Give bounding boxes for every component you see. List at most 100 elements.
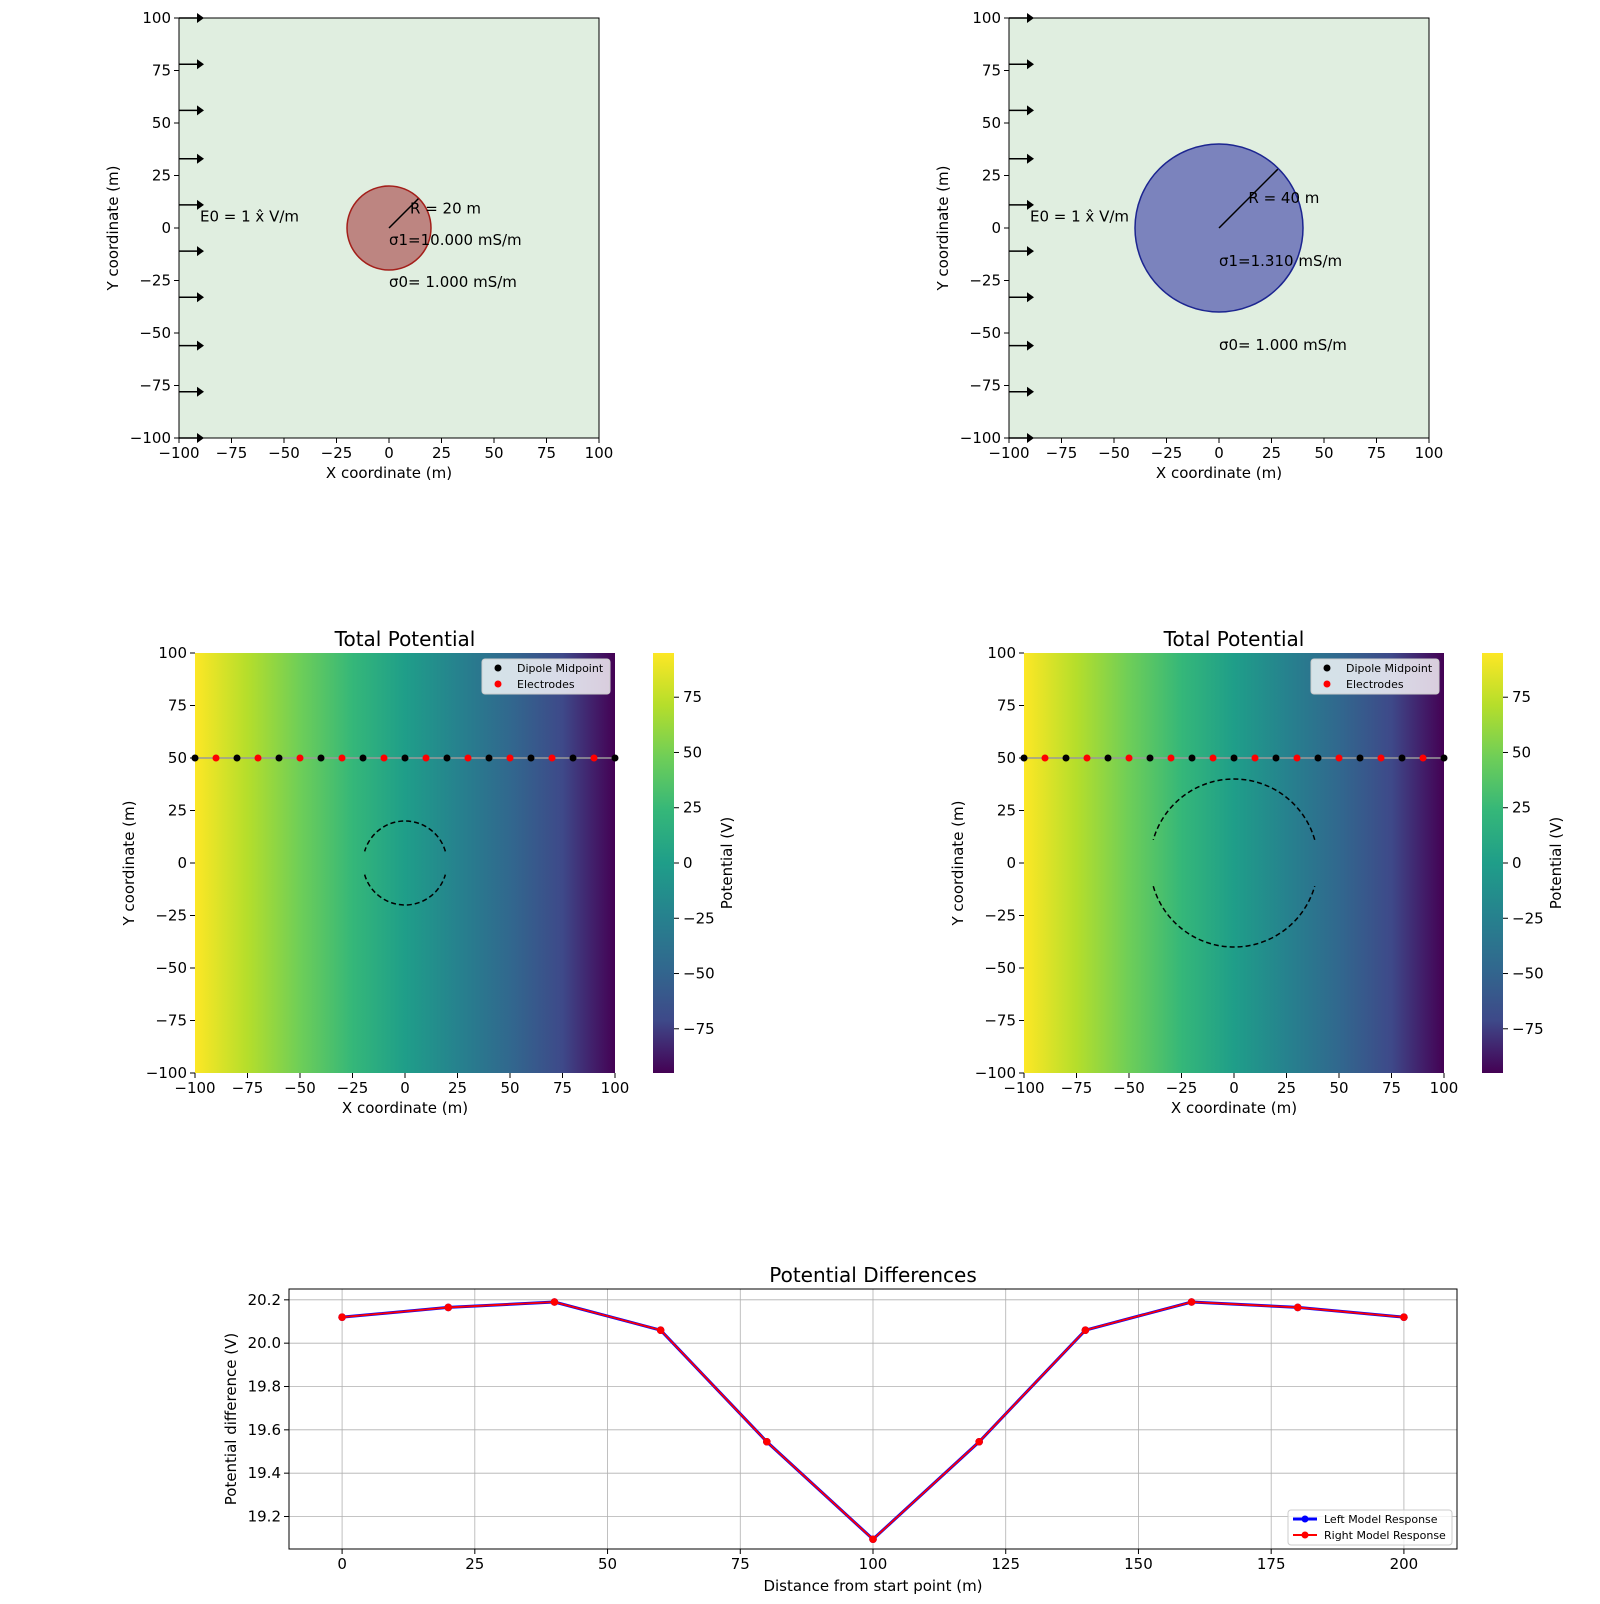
right-potential-colorbar-ticks: 75 50 25 0 −25 −50 −75 — [1503, 688, 1544, 1038]
field-arrow-head — [197, 292, 204, 303]
right-response-point — [550, 1298, 559, 1306]
x-tick-label: −100 — [158, 444, 199, 462]
left-potential-legend: Dipole Midpoint Electrodes — [481, 658, 611, 695]
x-tick-label: −75 — [1046, 444, 1078, 462]
right-potential-heatmap — [1024, 653, 1444, 1073]
x-tick-label: −50 — [284, 1079, 316, 1097]
right-model-x-ticks: −100 −75 −50 −25 0 25 50 75 100 — [988, 438, 1443, 462]
dipole-midpoint — [443, 754, 451, 762]
colorbar-tick-label: 50 — [1512, 743, 1531, 761]
y-tick-label: −50 — [984, 959, 1016, 977]
left-potential-colorbar — [653, 653, 674, 1073]
dipole-midpoint — [1314, 754, 1322, 762]
right-response-point — [656, 1326, 665, 1334]
electrode — [1041, 754, 1049, 762]
left-model-x-label: X coordinate (m) — [326, 464, 452, 482]
colorbar-tick-label: 25 — [683, 799, 702, 817]
x-tick-label: −50 — [1098, 444, 1130, 462]
field-arrow-head — [197, 199, 204, 210]
right-potential-x-ticks: −100 −75 −50 −25 0 25 50 75 100 — [1003, 1073, 1458, 1097]
x-tick-label: 25 — [448, 1079, 467, 1097]
left-potential-x-label: X coordinate (m) — [342, 1099, 468, 1117]
x-tick-label: −100 — [988, 444, 1029, 462]
right-model-sigma1-annotation: σ1=1.310 mS/m — [1219, 252, 1342, 270]
dipole-midpoint — [527, 754, 535, 762]
legend-right-label: Right Model Response — [1324, 1529, 1446, 1542]
y-tick-label: 75 — [168, 697, 187, 715]
x-tick-label: 75 — [553, 1079, 572, 1097]
electrode — [590, 754, 598, 762]
y-tick-label: 100 — [987, 644, 1016, 662]
electrode — [254, 754, 262, 762]
left-potential-title: Total Potential — [334, 627, 476, 651]
x-tick-label: −75 — [232, 1079, 264, 1097]
electrode — [380, 754, 388, 762]
left-potential-x-ticks: −100 −75 −50 −25 0 25 50 75 100 — [174, 1073, 629, 1097]
radius-line — [1218, 168, 1279, 229]
potential-differences-x-ticks: 0 25 50 75 100 125 150 175 200 — [337, 1549, 1418, 1573]
y-tick-label: 0 — [991, 219, 1001, 237]
x-tick-label: 0 — [1214, 444, 1224, 462]
y-tick-label: 25 — [997, 802, 1016, 820]
x-tick-label: −75 — [1061, 1079, 1093, 1097]
x-tick-label: 50 — [598, 1555, 617, 1573]
electrode — [1335, 754, 1343, 762]
right-model-sigma0-annotation: σ0= 1.000 mS/m — [1219, 336, 1347, 354]
right-response-point — [975, 1437, 983, 1446]
field-arrow-head — [197, 340, 204, 351]
right-response-point — [869, 1535, 877, 1544]
y-tick-label: 20.2 — [248, 1291, 281, 1309]
radius-line — [388, 198, 419, 229]
x-tick-label: 100 — [1415, 444, 1444, 462]
colorbar-tick-label: −75 — [683, 1020, 715, 1038]
potential-differences-marks — [338, 1298, 1408, 1544]
colorbar-tick-label: 0 — [1512, 854, 1522, 872]
x-tick-label: 25 — [432, 444, 451, 462]
left-model-field-annotation: E0 = 1 x̂ V/m — [200, 208, 299, 226]
right-model-y-label: Y coordinate (m) — [934, 165, 952, 291]
right-potential-marks — [1020, 754, 1448, 948]
y-tick-label: 25 — [168, 802, 187, 820]
colorbar-tick-label: 0 — [683, 854, 693, 872]
colorbar-tick-label: −50 — [683, 965, 715, 983]
dipole-midpoint — [1356, 754, 1364, 762]
legend-left-marker — [1301, 1515, 1309, 1523]
x-tick-label: 100 — [601, 1079, 630, 1097]
x-tick-label: −100 — [1003, 1079, 1044, 1097]
right-model-y-ticks: −100 −75 −50 −25 0 25 50 75 100 — [960, 9, 1009, 447]
y-tick-label: 19.8 — [248, 1378, 281, 1396]
electrode — [1251, 754, 1259, 762]
dipole-midpoint — [1230, 754, 1238, 762]
y-tick-label: 0 — [1006, 854, 1016, 872]
right-response-point — [763, 1437, 771, 1446]
field-arrow-head — [1027, 153, 1034, 164]
colorbar-tick-label: 50 — [683, 743, 702, 761]
right-response-point — [338, 1313, 346, 1321]
legend-box — [481, 658, 611, 695]
left-potential-heatmap — [195, 653, 615, 1073]
right-model-field-annotation: E0 = 1 x̂ V/m — [1030, 208, 1129, 226]
electrode — [548, 754, 556, 762]
electrode — [422, 754, 430, 762]
dipole-midpoint — [1062, 754, 1070, 762]
x-tick-label: 0 — [337, 1555, 347, 1573]
electrode — [506, 754, 514, 762]
y-tick-label: −25 — [155, 907, 187, 925]
dipole-midpoint — [569, 754, 577, 762]
x-tick-label: 100 — [859, 1555, 888, 1573]
y-tick-label: −50 — [155, 959, 187, 977]
legend-dipole-marker — [1323, 664, 1331, 672]
colorbar-tick-label: 75 — [683, 688, 702, 706]
legend-box — [1287, 1509, 1453, 1546]
potential-differences-title: Potential Differences — [769, 1263, 977, 1287]
left-model-marks — [179, 13, 432, 443]
y-tick-label: −25 — [984, 907, 1016, 925]
electrode — [1209, 754, 1217, 762]
y-tick-label: −25 — [969, 272, 1001, 290]
left-model-sigma1-annotation: σ1=10.000 mS/m — [389, 231, 522, 249]
electrode — [338, 754, 346, 762]
sphere-outline-top — [1152, 778, 1316, 840]
legend-electrode-marker — [1323, 680, 1331, 688]
y-tick-label: 0 — [161, 219, 171, 237]
left-model-y-label: Y coordinate (m) — [104, 165, 122, 291]
